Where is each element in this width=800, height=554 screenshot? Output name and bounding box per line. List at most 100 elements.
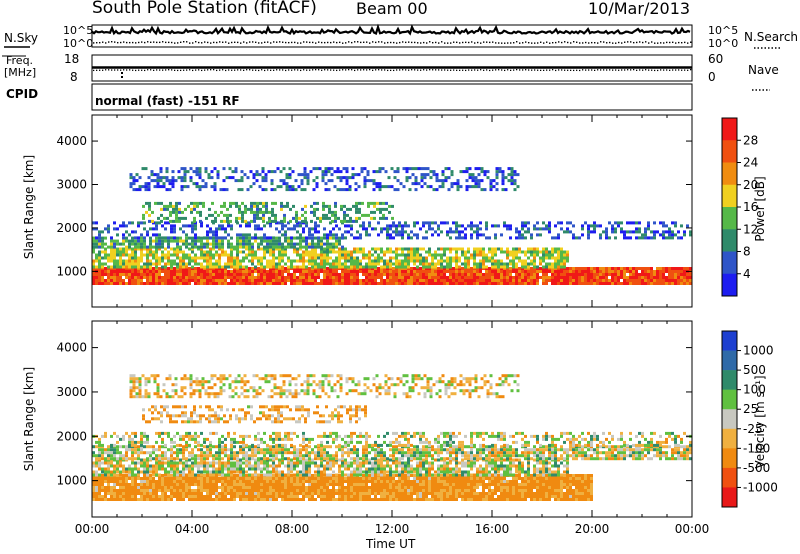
power-data-cell: [224, 262, 227, 266]
nave-series-point: [114, 69, 116, 71]
power-data-cell: [239, 265, 242, 269]
power-data-cell: [131, 236, 134, 240]
velocity-data-cell: [362, 495, 365, 498]
power-data-cell: [358, 207, 361, 211]
power-data-cell: [398, 270, 401, 273]
power-data-cell: [491, 270, 494, 273]
nave-series-point: [654, 69, 656, 72]
power-data-cell: [227, 273, 230, 276]
power-data-cell: [371, 265, 374, 269]
velocity-data-cell: [134, 483, 137, 486]
power-data-cell: [653, 230, 656, 234]
power-data-cell: [185, 262, 188, 266]
power-data-cell: [431, 273, 434, 276]
power-data-cell: [605, 267, 608, 270]
velocity-data-cell: [290, 483, 293, 486]
power-data-cell: [513, 170, 517, 174]
velocity-data-cell: [410, 480, 413, 483]
power-data-cell: [104, 256, 107, 260]
power-data-cell: [431, 270, 434, 273]
power-data-cell: [443, 270, 446, 273]
velocity-data-cell: [389, 489, 392, 492]
power-data-cell: [300, 188, 304, 192]
velocity-data-cell: [242, 492, 245, 495]
power-data-cell: [278, 282, 281, 285]
power-data-cell: [434, 265, 437, 269]
power-data-cell: [680, 276, 683, 279]
power-data-cell: [265, 210, 268, 214]
velocity-data-cell: [245, 498, 248, 501]
power-data-cell: [254, 239, 257, 243]
power-data-cell: [129, 176, 133, 180]
power-data-cell: [338, 265, 341, 269]
power-data-cell: [107, 227, 110, 231]
power-data-cell: [343, 204, 346, 208]
power-data-cell: [344, 253, 347, 257]
power-data-cell: [254, 236, 257, 240]
velocity-data-cell: [311, 483, 314, 486]
power-data-cell: [449, 259, 452, 263]
power-data-cell: [391, 204, 394, 208]
power-data-cell: [486, 170, 490, 174]
power-data-cell: [170, 276, 173, 279]
power-data-cell: [254, 279, 257, 282]
power-data-cell: [116, 233, 119, 237]
power-data-cell: [398, 224, 401, 228]
power-data-cell: [320, 239, 323, 243]
nave-series-point: [465, 69, 467, 72]
power-data-cell: [383, 250, 386, 254]
power-data-cell: [266, 279, 269, 282]
velocity-data-cell: [143, 495, 146, 498]
velocity-data-cell: [440, 492, 443, 495]
power-data-cell: [119, 262, 122, 266]
velocity-data-cell: [383, 486, 386, 489]
power-data-cell: [326, 282, 329, 285]
power-data-cell: [170, 265, 173, 269]
power-data-cell: [503, 273, 506, 276]
power-data-cell: [125, 239, 128, 243]
power-data-cell: [435, 179, 439, 183]
power-data-cell: [128, 221, 131, 225]
power-data-cell: [104, 279, 107, 282]
power-data-cell: [488, 256, 491, 260]
power-data-cell: [271, 213, 274, 217]
velocity-data-cell: [344, 492, 347, 495]
power-data-cell: [149, 227, 152, 231]
power-data-cell: [479, 276, 482, 279]
velocity-data-cell: [380, 477, 383, 480]
power-data-cell: [384, 170, 388, 174]
velocity-data-cell: [368, 477, 371, 480]
nsearch-series-point: [426, 42, 428, 44]
power-data-cell: [212, 233, 215, 237]
power-data-cell: [345, 179, 349, 183]
power-data-cell: [392, 273, 395, 276]
power-data-cell: [278, 262, 281, 266]
power-data-cell: [98, 245, 101, 249]
power-data-cell: [274, 216, 277, 220]
velocity-data-cell: [236, 477, 239, 480]
velocity-data-cell: [416, 480, 419, 483]
velocity-data-cell: [221, 477, 224, 480]
power-data-cell: [683, 276, 686, 279]
velocity-data-cell: [281, 486, 284, 489]
power-data-cell: [248, 233, 251, 237]
power-data-cell: [203, 256, 206, 260]
power-data-cell: [365, 279, 368, 282]
velocity-data-cell: [440, 489, 443, 492]
power-data-cell: [641, 273, 644, 276]
power-data-cell: [162, 182, 166, 186]
power-data-cell: [308, 262, 311, 266]
nsearch-series-point: [462, 41, 464, 44]
power-data-cell: [149, 236, 152, 240]
power-data-cell: [286, 201, 289, 205]
power-data-cell: [284, 250, 287, 254]
power-data-cell: [572, 236, 575, 240]
velocity-data-cell: [251, 495, 254, 498]
nave-series-point: [366, 69, 368, 71]
power-data-cell: [407, 279, 410, 282]
power-data-cell: [680, 279, 683, 282]
power-data-cell: [671, 273, 674, 276]
power-data-cell: [359, 233, 362, 237]
power-data-cell: [284, 224, 287, 228]
velocity-data-cell: [125, 495, 128, 498]
